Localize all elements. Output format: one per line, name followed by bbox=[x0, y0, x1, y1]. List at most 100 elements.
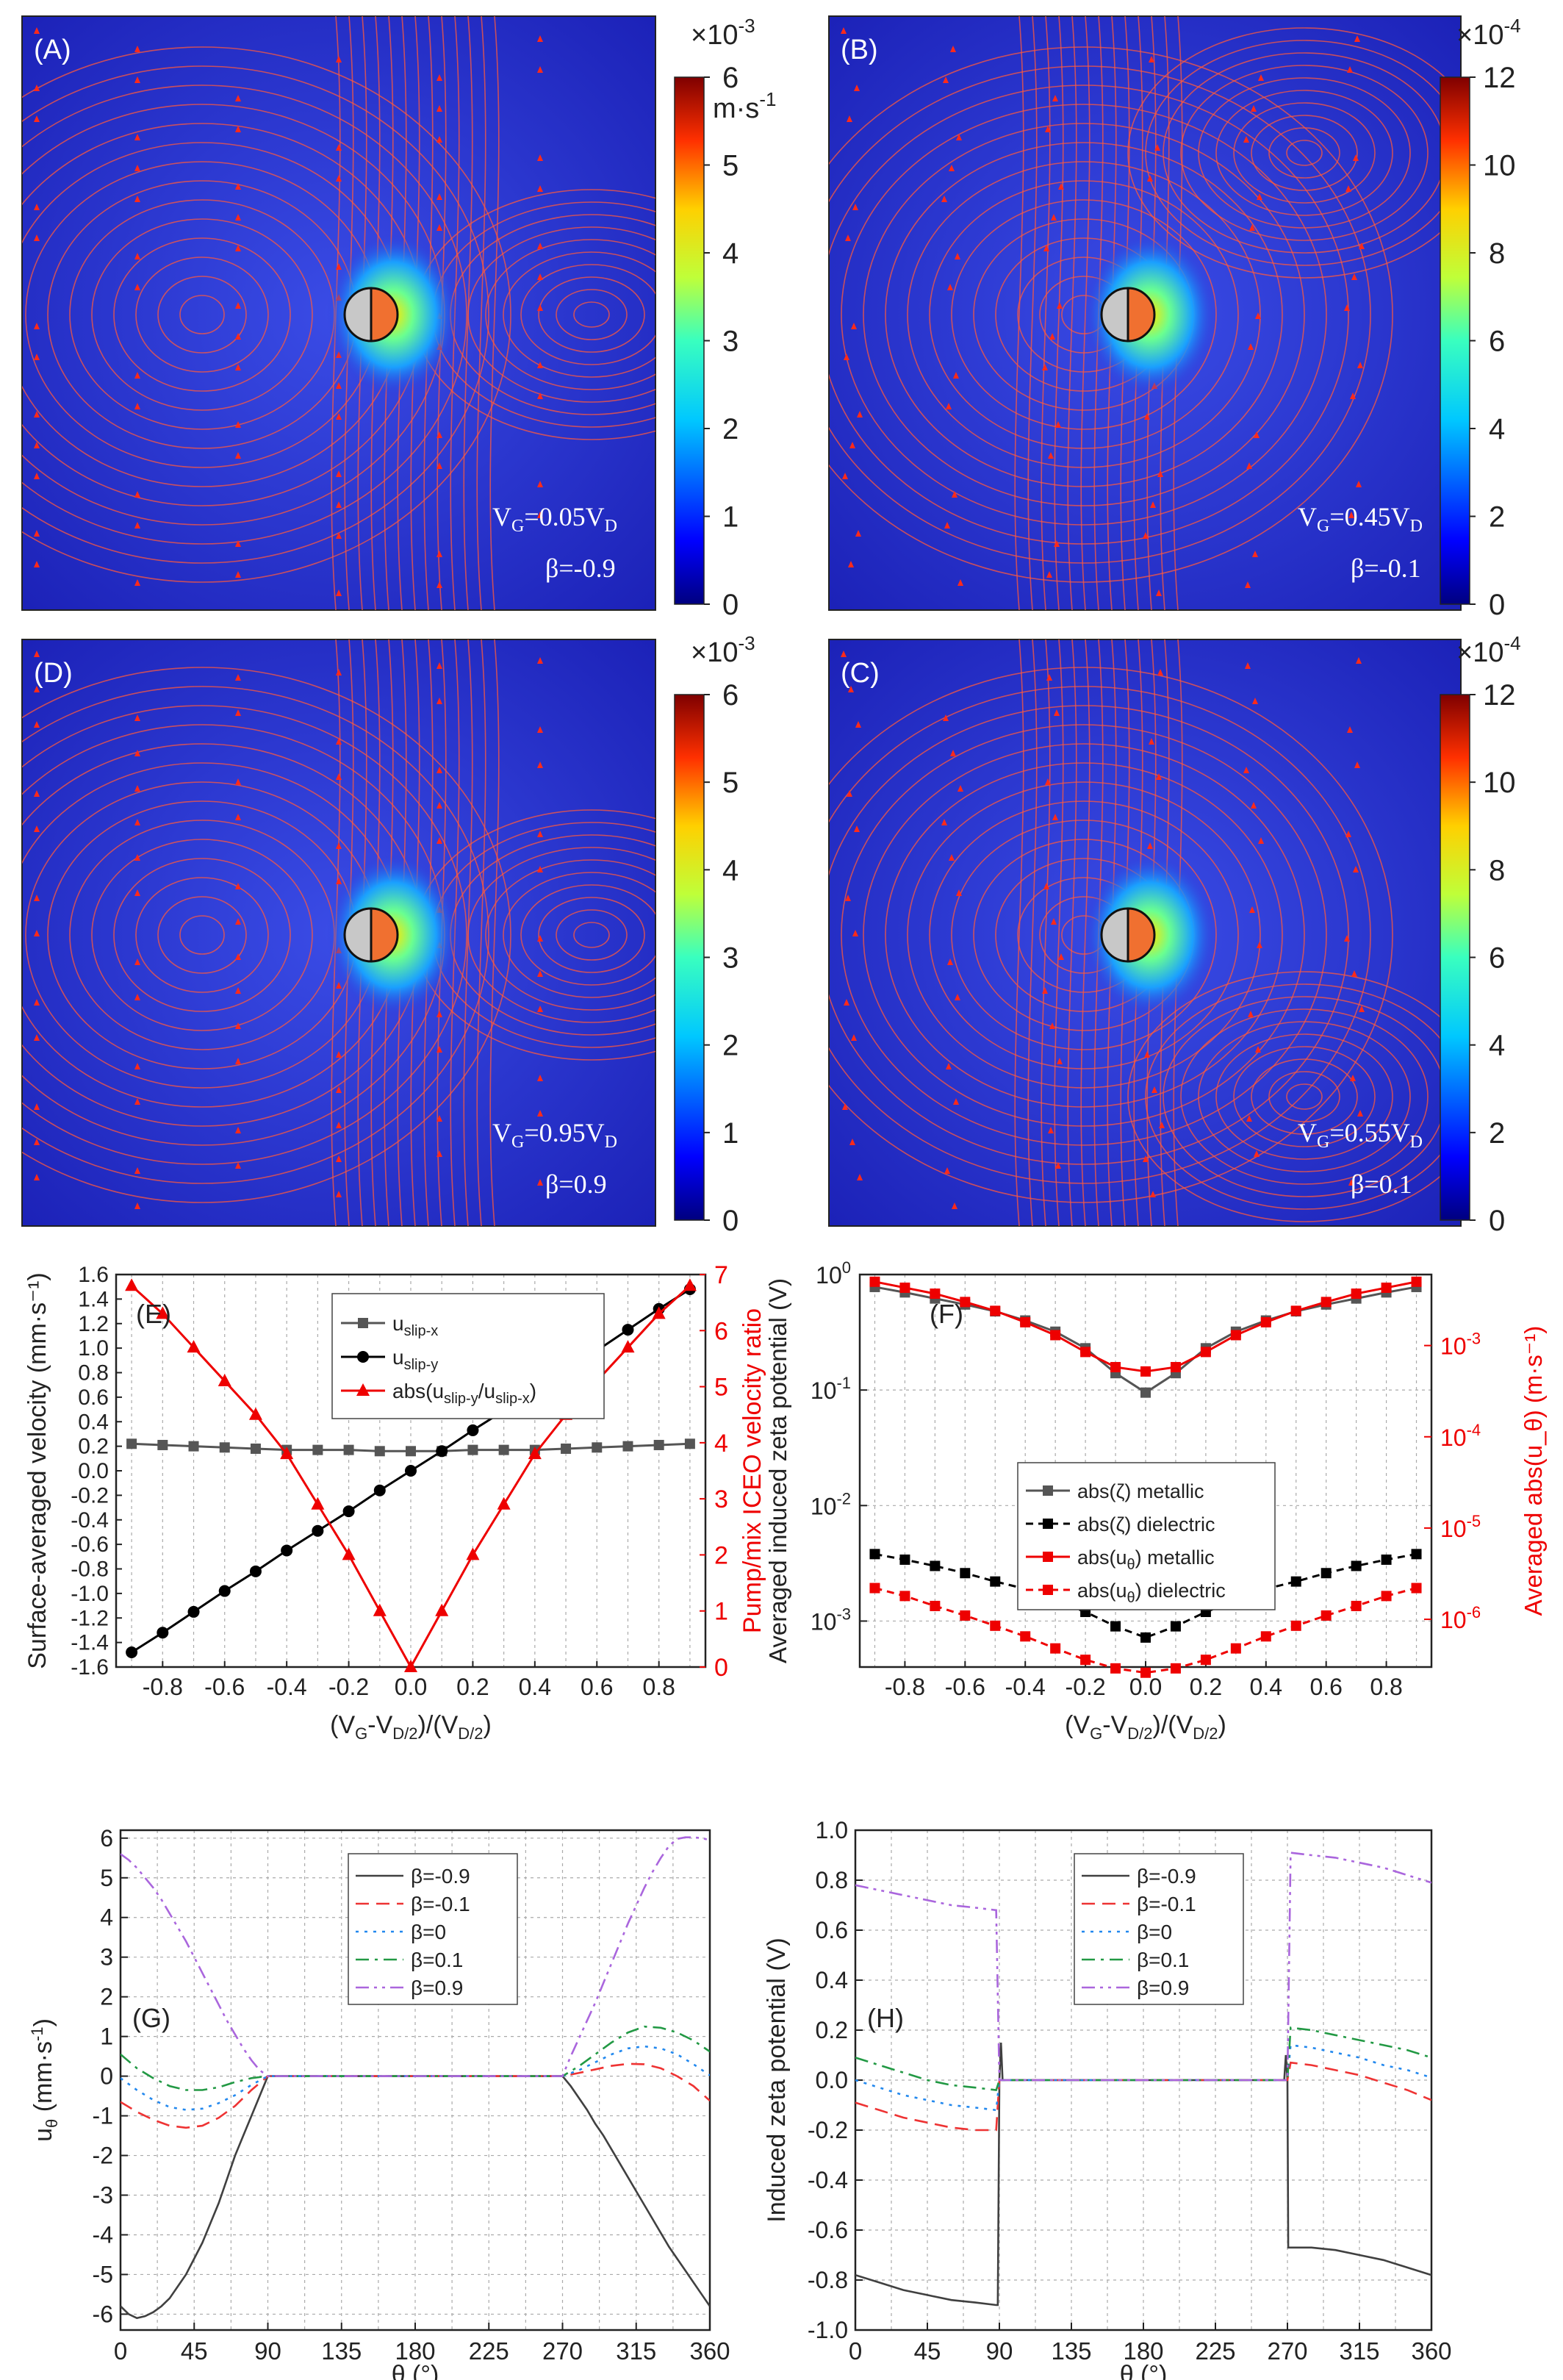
y-tick-label: 0.6 bbox=[816, 1917, 848, 1943]
colorbar-tick-label: 0 bbox=[1489, 589, 1505, 621]
beta-annotation: β=-0.9 bbox=[545, 553, 616, 583]
data-point bbox=[281, 1544, 293, 1557]
velocity-panel-d: (D) VG=0.95VD β=0.9 6 5 4 3 2 1 0 ×10-3 bbox=[21, 632, 755, 1237]
panel-label: (A) bbox=[34, 35, 71, 65]
data-point bbox=[1110, 1621, 1121, 1632]
y-tick-label: 1.6 bbox=[78, 1263, 109, 1287]
data-point bbox=[373, 1484, 386, 1497]
legend-label: β=-0.1 bbox=[411, 1893, 470, 1915]
y-tick-label: 10-3 bbox=[811, 1605, 851, 1635]
data-point bbox=[930, 1560, 941, 1571]
y-tick-label: 1.4 bbox=[78, 1287, 109, 1311]
y-tick-label: -3 bbox=[93, 2182, 113, 2209]
y-tick-label: 1.0 bbox=[816, 1817, 848, 1843]
data-point bbox=[592, 1442, 603, 1453]
y-tick-label: -1 bbox=[93, 2103, 113, 2129]
data-point bbox=[126, 1438, 137, 1449]
x-tick-label: -0.8 bbox=[885, 1674, 925, 1700]
data-point bbox=[467, 1444, 478, 1455]
data-point bbox=[1110, 1361, 1121, 1372]
panel-label: (H) bbox=[867, 2003, 904, 2033]
beta-annotation: β=-0.1 bbox=[1351, 553, 1421, 583]
legend-marker bbox=[1043, 1552, 1053, 1562]
cylinder-metallic-half bbox=[370, 287, 399, 343]
y-right-tick-label: 4 bbox=[714, 1430, 728, 1458]
data-point bbox=[1411, 1583, 1422, 1594]
y-tick-label: -6 bbox=[93, 2301, 113, 2327]
data-point bbox=[1411, 1549, 1422, 1560]
data-point bbox=[1170, 1663, 1181, 1674]
x-tick-label: 0.4 bbox=[1250, 1674, 1282, 1700]
x-tick-label: 0.0 bbox=[395, 1674, 427, 1700]
data-point bbox=[188, 1441, 199, 1452]
x-tick-label: 225 bbox=[1195, 2337, 1235, 2365]
x-tick-label: 0.2 bbox=[1190, 1674, 1222, 1700]
series-group bbox=[855, 1852, 1431, 2306]
y-tick-label: 5 bbox=[100, 1865, 113, 1891]
legend-label: uslip-x bbox=[392, 1312, 438, 1339]
cylinder-dielectric-half bbox=[343, 287, 373, 343]
y-tick-label: -1.2 bbox=[71, 1606, 109, 1630]
y-right-tick-label: 10-3 bbox=[1440, 1330, 1481, 1360]
colorbar-tick-label: 12 bbox=[1483, 62, 1516, 94]
y-right-axis-label: Pump/mix ICEO velocity ratio bbox=[739, 1308, 766, 1633]
legend-label: β=0 bbox=[411, 1921, 446, 1943]
series-line-3 bbox=[121, 2025, 710, 2091]
y-tick-label: 4 bbox=[100, 1904, 113, 1931]
x-tick-label: 90 bbox=[254, 2337, 281, 2365]
y-tick-label: 0.2 bbox=[78, 1435, 109, 1459]
colorbar-tick-label: 3 bbox=[722, 326, 739, 358]
data-point bbox=[1321, 1568, 1332, 1579]
legend-label: β=-0.1 bbox=[1137, 1893, 1196, 1915]
y-tick-label: -0.4 bbox=[71, 1508, 109, 1533]
data-point bbox=[404, 1660, 417, 1672]
panel-label: (G) bbox=[132, 2003, 170, 2033]
y-right-tick-label: 5 bbox=[714, 1374, 728, 1402]
data-point bbox=[1290, 1305, 1301, 1316]
x-tick-label: 0.0 bbox=[1129, 1674, 1162, 1700]
x-tick-label: 0.6 bbox=[581, 1674, 613, 1700]
legend: uslip-x uslip-y abs(uslip-y/uslip-x) bbox=[331, 1293, 605, 1419]
cylinder-dielectric-half bbox=[1100, 287, 1129, 343]
legend: β=-0.9 β=-0.1 β=0 β=0.1 β=0.9 bbox=[348, 1853, 518, 2005]
data-point bbox=[187, 1340, 201, 1353]
data-point bbox=[1200, 1347, 1211, 1358]
colorbar-tick-label: 4 bbox=[1489, 1030, 1505, 1062]
data-point bbox=[653, 1439, 664, 1450]
colorbar-multiplier: ×10-4 bbox=[1456, 15, 1521, 51]
y-right-tick-label: 3 bbox=[714, 1485, 728, 1513]
data-point bbox=[249, 1565, 262, 1577]
y-tick-label: -1.0 bbox=[808, 2317, 848, 2343]
data-point bbox=[467, 1424, 479, 1436]
colorbar-tick-label: 3 bbox=[722, 942, 739, 975]
data-point bbox=[960, 1568, 971, 1579]
data-point bbox=[990, 1305, 1001, 1316]
legend-label: β=-0.9 bbox=[411, 1865, 470, 1888]
data-point bbox=[683, 1278, 697, 1291]
cylinder-dielectric-half bbox=[1100, 907, 1129, 963]
data-point bbox=[869, 1549, 880, 1560]
legend: β=-0.9 β=-0.1 β=0 β=0.1 β=0.9 bbox=[1074, 1853, 1244, 2005]
y-tick-label: -1.6 bbox=[71, 1655, 109, 1680]
colorbar-tick-label: 10 bbox=[1483, 150, 1516, 182]
colorbar-tick-label: 1 bbox=[722, 501, 739, 534]
cylinder-dielectric-half bbox=[343, 907, 373, 963]
data-point bbox=[250, 1443, 261, 1454]
x-tick-label: 180 bbox=[395, 2337, 435, 2365]
x-tick-label: 0.2 bbox=[456, 1674, 489, 1700]
data-point bbox=[528, 1447, 542, 1460]
data-point bbox=[1080, 1655, 1091, 1666]
data-point bbox=[342, 1547, 356, 1560]
legend-label: abs(ζ) dielectric bbox=[1077, 1513, 1215, 1535]
data-point bbox=[406, 1446, 416, 1457]
data-point bbox=[312, 1524, 324, 1537]
x-tick-label: 45 bbox=[181, 2337, 208, 2365]
panel-label: (C) bbox=[841, 658, 880, 689]
cylinder-metallic-half bbox=[370, 907, 399, 963]
chart-e: 1.61.41.21.00.80.60.40.20.0-0.2-0.4-0.6-… bbox=[24, 1261, 766, 1743]
y-axis-label: Induced zeta potential (V) bbox=[763, 1938, 791, 2222]
cylinder-metallic-half bbox=[1127, 287, 1156, 343]
data-point bbox=[1260, 1631, 1271, 1642]
data-point bbox=[869, 1583, 880, 1594]
